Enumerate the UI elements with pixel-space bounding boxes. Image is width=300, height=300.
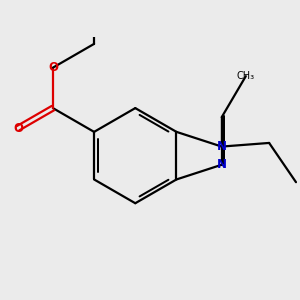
Text: O: O — [13, 122, 23, 135]
Text: CH₃: CH₃ — [237, 71, 255, 81]
Text: N: N — [217, 158, 227, 171]
Text: O: O — [48, 61, 58, 74]
Text: N: N — [217, 140, 227, 153]
